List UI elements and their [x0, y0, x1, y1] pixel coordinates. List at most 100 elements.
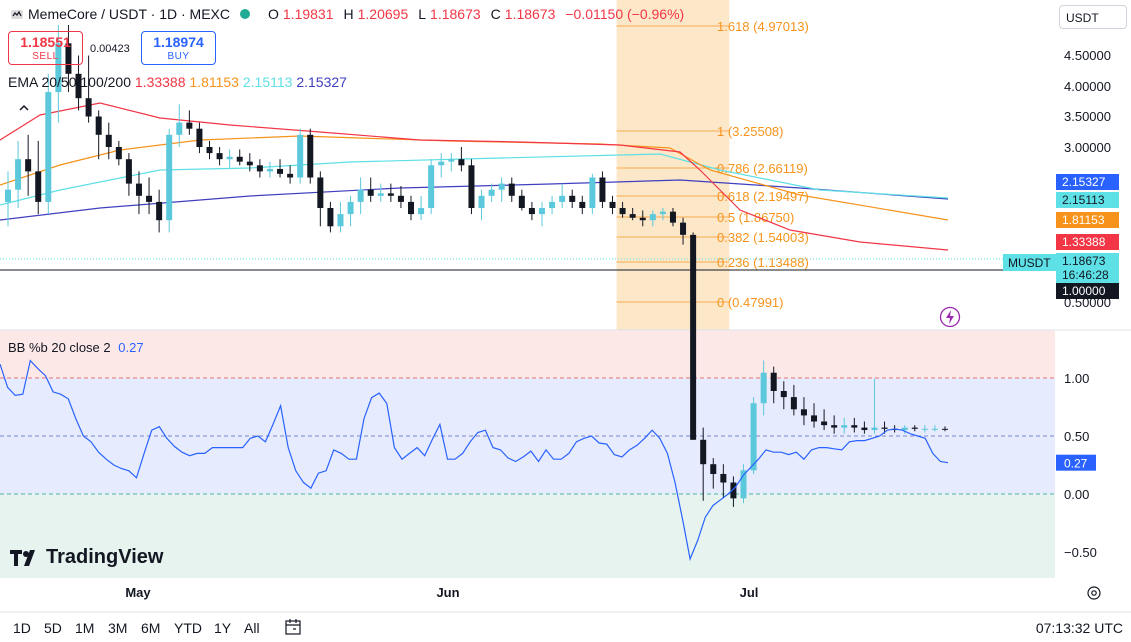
candle-body — [931, 428, 938, 430]
time-axis-tick: Jul — [740, 585, 759, 600]
tf-all[interactable]: All — [244, 620, 260, 636]
candle-body — [438, 161, 445, 166]
candle-body — [216, 153, 223, 160]
candle-body — [921, 428, 928, 430]
sell-label: SELL — [32, 51, 59, 62]
candle-body — [871, 427, 878, 431]
ema200-value: 2.15327 — [296, 74, 347, 90]
tf-3m[interactable]: 3M — [108, 620, 128, 636]
candle-body — [156, 201, 163, 221]
candle-body — [105, 134, 112, 147]
candle-body — [115, 147, 122, 160]
candle-body — [327, 208, 334, 227]
candle-body — [317, 177, 324, 208]
candle-body — [85, 98, 92, 117]
candle-body — [861, 427, 868, 431]
candle-body — [730, 482, 737, 499]
candle-body — [639, 217, 646, 221]
bb-current-value: 0.27 — [1064, 457, 1088, 471]
collapse-legend-button[interactable] — [13, 98, 35, 118]
ema20-line — [0, 102, 949, 251]
ema200-line — [0, 179, 949, 221]
logo-text: TradingView — [46, 546, 164, 568]
candle-body — [196, 128, 203, 147]
sell-price: 1.18551 — [20, 34, 71, 50]
symbol-legend: MemeCore / USDT · 1D · MEXC O 1.19831 H 1.… — [10, 6, 684, 22]
price-axis-tick: 4.50000 — [1064, 48, 1111, 63]
tradingview-logo[interactable]: TradingView — [10, 546, 163, 569]
candle-body — [347, 201, 354, 215]
candle-body — [538, 208, 545, 215]
candle-body — [135, 183, 142, 196]
fib-level-label: 1 (3.25508) — [717, 124, 784, 139]
price-axis-label — [1056, 283, 1119, 299]
price-axis-tick: 3.50000 — [1064, 109, 1111, 124]
price-axis-label — [1056, 192, 1119, 208]
price-axis-label — [1056, 253, 1119, 283]
tf-6m[interactable]: 6M — [141, 620, 161, 636]
fib-level-label: 0.236 (1.13488) — [717, 255, 809, 270]
chevron-up-icon — [19, 104, 29, 111]
tf-ytd[interactable]: YTD — [174, 620, 202, 636]
candle-body — [357, 189, 364, 202]
price-axis-label — [1056, 212, 1119, 228]
ema-label: EMA 20/50/100/200 — [8, 74, 131, 90]
candle-body — [488, 189, 495, 196]
candle-body — [851, 425, 858, 428]
date-range-icon[interactable] — [284, 617, 304, 637]
bb-label: BB %b 20 close 2 — [8, 340, 111, 355]
bb-legend[interactable]: BB %b 20 close 2 0.27 — [8, 340, 144, 355]
fib-level-label: 0 (0.47991) — [717, 295, 784, 310]
fib-level-label: 0.786 (2.66119) — [717, 161, 808, 176]
candle-body — [297, 134, 304, 178]
candle-body — [669, 211, 676, 223]
tf-1y[interactable]: 1Y — [214, 620, 232, 636]
ema-legend[interactable]: EMA 20/50/100/200 1.33388 1.81153 2.1511… — [8, 74, 347, 90]
price-axis-label — [1056, 174, 1119, 190]
bolt-icon[interactable] — [939, 306, 961, 328]
candle-body — [841, 425, 848, 428]
candle-body — [760, 372, 767, 404]
candle-body — [125, 159, 132, 184]
tf-5d[interactable]: 5D — [44, 620, 62, 636]
candle-body — [65, 43, 72, 74]
candle-body — [508, 183, 515, 196]
candle-body — [95, 116, 102, 135]
candle-body — [45, 92, 52, 202]
open-key: O — [268, 6, 279, 22]
symbol-price-tag — [1003, 254, 1056, 271]
candle-body — [599, 177, 606, 202]
candle-body — [710, 464, 717, 474]
candle-body — [35, 171, 42, 202]
candle-body — [559, 195, 566, 202]
candle-body — [428, 165, 435, 208]
price-axis-label-value: 1.00000 — [1062, 284, 1106, 298]
settings-icon[interactable] — [1086, 585, 1102, 601]
symbol-title[interactable]: MemeCore / USDT · 1D · MEXC — [28, 6, 230, 22]
candle-body — [15, 159, 22, 190]
candle-body — [569, 195, 576, 202]
candle-body — [690, 234, 697, 440]
candle-body — [448, 159, 455, 162]
ema20-value: 1.33388 — [134, 74, 186, 90]
low-key: L — [418, 6, 427, 22]
candle-body — [387, 193, 394, 196]
currency-select[interactable]: USDT — [1059, 5, 1127, 29]
price-axis-label-value: 1.33388 — [1062, 235, 1106, 249]
sell-button[interactable]: 1.18551 SELL — [8, 31, 83, 65]
bb-zone-upper — [0, 330, 1055, 378]
buy-label: BUY — [167, 51, 190, 62]
price-axis-label-value: 1.81153 — [1062, 213, 1105, 227]
utc-clock[interactable]: 07:13:32 UTC — [1035, 620, 1123, 636]
fib-level-label: 0.618 (2.19497) — [717, 189, 809, 204]
tf-1d[interactable]: 1D — [13, 620, 31, 636]
bottom-toolbar: 1D 5D 1M 3M 6M YTD 1Y All 07:13:32 UTC — [0, 612, 1131, 642]
tf-1m[interactable]: 1M — [75, 620, 95, 636]
buy-button[interactable]: 1.18974 BUY — [141, 31, 216, 65]
candle-body — [770, 372, 777, 391]
candle-body — [518, 195, 525, 208]
candle-body — [740, 470, 747, 499]
bb-axis-tick: 1.00 — [1064, 371, 1089, 386]
candle-body — [337, 214, 344, 227]
